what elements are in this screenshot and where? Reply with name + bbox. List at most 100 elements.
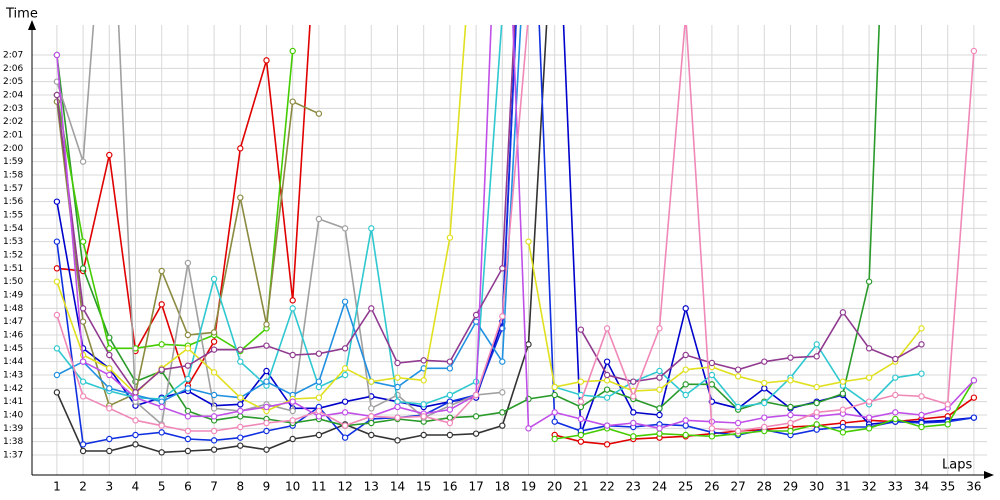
y-tick-label: 1:52 bbox=[3, 251, 23, 261]
point bbox=[656, 411, 663, 419]
x-axis-arrow bbox=[984, 471, 994, 479]
point bbox=[237, 401, 244, 408]
y-tick-label: 1:56 bbox=[3, 197, 23, 207]
point bbox=[263, 446, 270, 453]
point bbox=[525, 238, 532, 245]
point bbox=[839, 423, 847, 431]
point bbox=[918, 411, 925, 419]
x-tick-label: 6 bbox=[184, 480, 192, 494]
x-tick-label: 31 bbox=[835, 480, 850, 494]
point bbox=[577, 378, 585, 385]
point bbox=[210, 275, 218, 283]
series-line bbox=[56, 25, 974, 434]
point bbox=[577, 326, 585, 333]
point bbox=[79, 158, 87, 165]
point bbox=[970, 394, 978, 401]
y-tick-label: 1:54 bbox=[3, 224, 23, 234]
point bbox=[472, 413, 480, 420]
point bbox=[603, 386, 611, 393]
point bbox=[79, 358, 87, 365]
point bbox=[708, 371, 716, 379]
point bbox=[630, 419, 637, 427]
point bbox=[420, 401, 427, 408]
point bbox=[918, 341, 925, 348]
point bbox=[289, 407, 296, 415]
point bbox=[289, 98, 296, 105]
point bbox=[368, 378, 375, 385]
point bbox=[210, 338, 218, 345]
point bbox=[761, 414, 768, 421]
y-tick-label: 1:39 bbox=[3, 424, 23, 434]
x-tick-label: 22 bbox=[599, 480, 614, 494]
point bbox=[472, 430, 480, 437]
point bbox=[394, 414, 401, 421]
point bbox=[79, 238, 87, 245]
point bbox=[813, 426, 820, 433]
point bbox=[603, 371, 611, 379]
point bbox=[237, 194, 244, 201]
point bbox=[577, 438, 585, 445]
point bbox=[892, 391, 899, 399]
point bbox=[394, 359, 401, 367]
point bbox=[158, 422, 165, 429]
point bbox=[368, 431, 375, 439]
point bbox=[682, 431, 689, 439]
point bbox=[315, 431, 323, 439]
point bbox=[577, 431, 585, 439]
point bbox=[446, 365, 454, 372]
point bbox=[446, 406, 454, 413]
point bbox=[839, 429, 847, 436]
point bbox=[53, 265, 61, 272]
y-tick-label: 1:47 bbox=[3, 317, 23, 327]
point bbox=[184, 345, 192, 352]
point bbox=[53, 198, 61, 205]
point bbox=[368, 413, 375, 420]
point bbox=[341, 434, 349, 441]
point bbox=[394, 374, 401, 381]
x-tick-label: 17 bbox=[468, 480, 483, 494]
point bbox=[603, 422, 611, 429]
point bbox=[551, 391, 558, 399]
point bbox=[341, 398, 349, 405]
point bbox=[106, 405, 113, 412]
point bbox=[682, 381, 689, 388]
y-tick-label: 1:37 bbox=[3, 451, 23, 461]
point bbox=[499, 265, 506, 272]
y-tick-label: 1:51 bbox=[3, 264, 23, 274]
point bbox=[289, 417, 296, 424]
point bbox=[53, 345, 61, 352]
point bbox=[603, 358, 611, 365]
point bbox=[132, 431, 139, 439]
x-tick-label: 12 bbox=[337, 480, 352, 494]
point bbox=[263, 342, 270, 349]
point bbox=[368, 405, 375, 412]
point bbox=[158, 403, 165, 411]
point bbox=[210, 369, 218, 376]
point bbox=[682, 422, 689, 429]
point bbox=[865, 425, 873, 432]
plot-area bbox=[53, 12, 978, 456]
point bbox=[499, 313, 506, 320]
point bbox=[839, 390, 847, 397]
point bbox=[106, 435, 113, 443]
point bbox=[472, 311, 480, 319]
point bbox=[734, 419, 742, 427]
x-tick-label: 34 bbox=[914, 480, 929, 494]
point bbox=[682, 366, 689, 373]
x-tick-label: 32 bbox=[861, 480, 876, 494]
x-tick-label: 29 bbox=[783, 480, 798, 494]
x-tick-label: 24 bbox=[652, 480, 667, 494]
point bbox=[787, 377, 794, 384]
point bbox=[656, 425, 663, 432]
point bbox=[210, 329, 218, 336]
point bbox=[970, 414, 978, 421]
series-line bbox=[56, 25, 548, 454]
point bbox=[683, 12, 688, 17]
point bbox=[446, 234, 454, 241]
point bbox=[263, 378, 270, 385]
point bbox=[420, 357, 427, 364]
point bbox=[106, 345, 113, 352]
point bbox=[813, 341, 820, 348]
y-tick-label: 1:43 bbox=[3, 371, 23, 381]
x-tick-label: 33 bbox=[888, 480, 903, 494]
